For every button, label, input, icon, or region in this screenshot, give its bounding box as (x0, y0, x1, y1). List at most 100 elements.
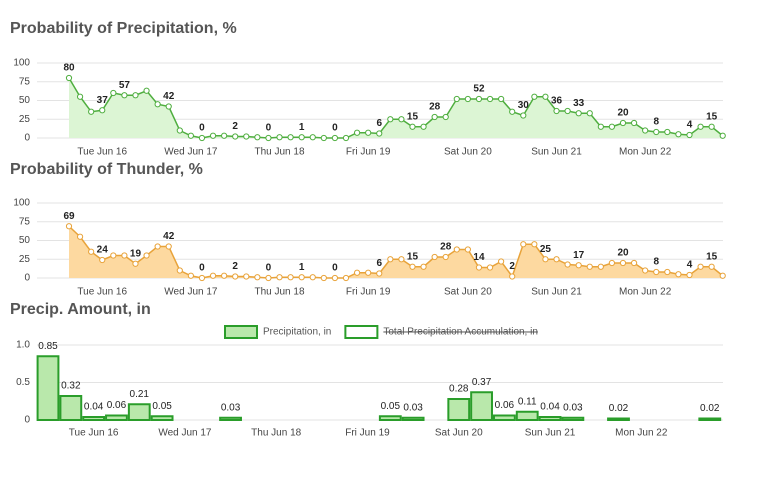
data-label: 0.05 (381, 401, 401, 412)
point (265, 274, 272, 282)
bar (607, 417, 630, 421)
point (420, 123, 427, 130)
point (187, 132, 194, 139)
point (642, 267, 649, 274)
point (309, 134, 316, 141)
point (564, 107, 571, 115)
point (342, 274, 350, 282)
bar (470, 391, 493, 421)
y-tick-label: 0 (24, 273, 30, 284)
point (619, 259, 627, 267)
bar (105, 414, 128, 421)
data-label: 0.05 (152, 401, 172, 412)
point (442, 253, 449, 261)
point (176, 267, 183, 274)
point (509, 273, 516, 280)
data-label: 0.28 (449, 384, 469, 395)
y-tick-label: 1.0 (16, 340, 30, 351)
data-label: 0 (199, 123, 205, 134)
point (420, 263, 427, 270)
point (65, 223, 73, 230)
legend-swatch (224, 325, 258, 339)
data-label: 4 (687, 120, 693, 131)
data-label: 0.37 (472, 377, 492, 388)
data-label: 52 (473, 84, 485, 95)
data-label: 1 (299, 262, 305, 273)
data-label: 0.21 (130, 389, 150, 400)
point (143, 87, 150, 94)
point (531, 93, 538, 100)
point (453, 95, 460, 103)
y-tick-label: 25 (19, 254, 31, 265)
point (431, 113, 438, 121)
data-label: 15 (706, 111, 718, 122)
point (520, 241, 527, 248)
point (99, 107, 106, 114)
point (642, 127, 649, 134)
point (486, 95, 494, 103)
point (154, 101, 161, 108)
point (708, 123, 715, 130)
x-tick-label: Fri Jun 19 (346, 147, 391, 158)
point (520, 112, 527, 119)
data-label: 0 (199, 263, 205, 274)
data-label: 0 (266, 123, 272, 134)
point (121, 252, 128, 259)
x-tick-label: Tue Jun 16 (77, 287, 127, 298)
x-tick-label: Mon Jun 22 (615, 428, 668, 439)
data-label: 0.02 (609, 403, 629, 414)
point (409, 263, 416, 270)
point (353, 129, 361, 136)
data-label: 28 (440, 242, 452, 253)
point (630, 119, 638, 127)
point (110, 89, 117, 97)
data-label: 0 (332, 123, 338, 134)
point (243, 273, 250, 280)
point (664, 268, 671, 276)
point (88, 108, 95, 115)
point (464, 95, 471, 103)
x-tick-label: Sun Jun 21 (531, 287, 582, 298)
point (198, 274, 206, 282)
point (608, 259, 616, 267)
bar (150, 415, 174, 421)
point (365, 129, 372, 136)
point (110, 252, 117, 259)
x-tick-label: Thu Jun 18 (254, 147, 304, 158)
chart-title: Precip. Amount, in (10, 301, 151, 318)
data-label: 33 (573, 98, 585, 109)
data-label: 8 (653, 257, 659, 268)
data-label: 15 (706, 251, 718, 262)
point (686, 131, 693, 139)
point (309, 274, 316, 281)
y-tick-label: 50 (19, 95, 31, 106)
point (464, 246, 471, 253)
point (498, 95, 505, 103)
point (76, 233, 84, 240)
chart-title: Probability of Precipitation, % (10, 20, 237, 37)
point (243, 133, 250, 140)
point (265, 134, 272, 142)
legend-swatch (344, 325, 379, 339)
y-tick-label: 100 (13, 58, 30, 69)
y-tick-label: 75 (19, 216, 31, 227)
point (353, 269, 361, 276)
data-label: 14 (473, 252, 485, 263)
bar (378, 415, 402, 421)
point (398, 116, 405, 123)
bar (401, 416, 425, 421)
point (376, 130, 383, 137)
point (298, 134, 305, 141)
y-tick-label: 100 (13, 198, 30, 209)
point (187, 272, 194, 279)
point (575, 262, 582, 269)
point (398, 256, 405, 263)
point (531, 241, 538, 248)
point (232, 133, 239, 140)
chart-title: Probability of Thunder, % (10, 161, 203, 178)
data-label: 36 (551, 96, 563, 107)
point (586, 110, 593, 117)
data-label: 28 (429, 102, 441, 113)
data-label: 4 (687, 260, 693, 271)
bar (538, 416, 562, 421)
